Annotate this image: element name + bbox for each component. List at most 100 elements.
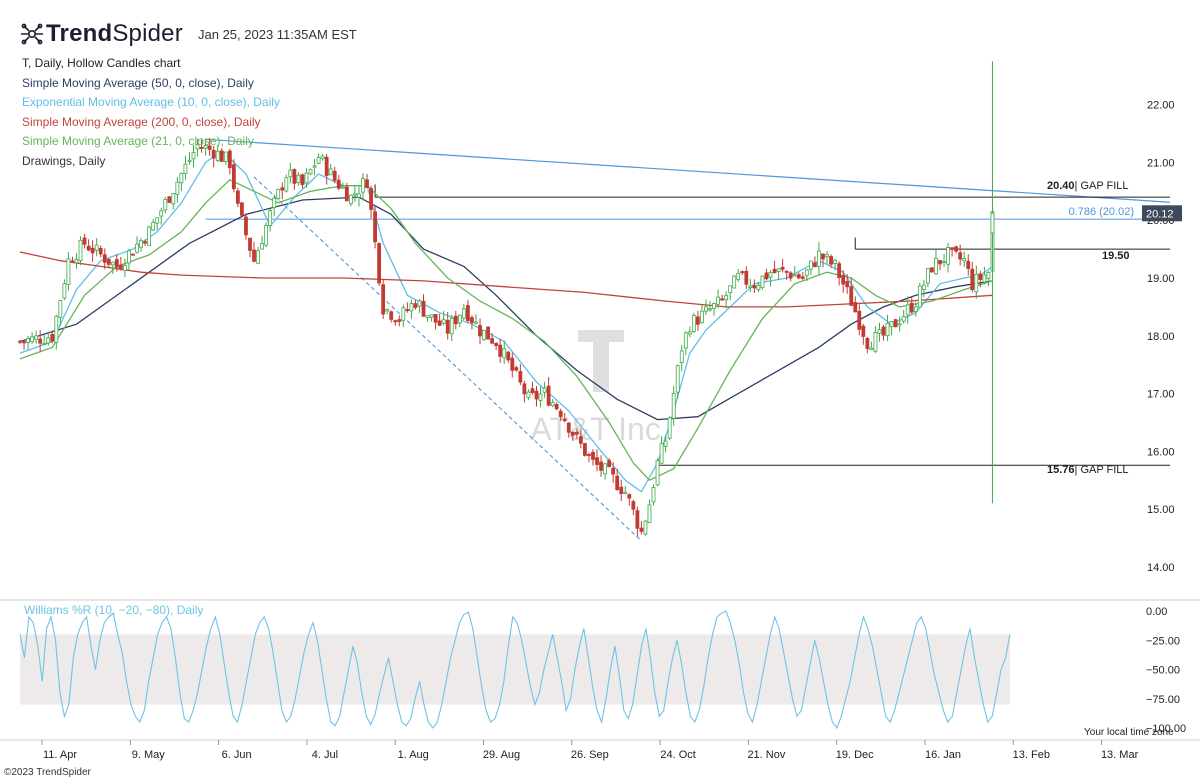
- candle-down: [837, 263, 842, 278]
- candle-down: [490, 338, 495, 344]
- candle-up: [889, 321, 894, 328]
- candle-up: [385, 308, 390, 312]
- price-tick-label: 22.00: [1147, 100, 1175, 112]
- price-tick-label: 18.00: [1147, 331, 1175, 343]
- candle-up: [183, 163, 188, 174]
- time-tick-label: 11. Apr: [43, 749, 77, 761]
- candle-down: [167, 196, 172, 203]
- legend-item-sma200[interactable]: Simple Moving Average (200, 0, close), D…: [22, 114, 261, 129]
- candle-down: [114, 259, 119, 268]
- candle-down: [591, 451, 595, 460]
- candle-up: [54, 315, 59, 343]
- candle-up: [203, 145, 208, 149]
- time-tick-label: 26. Sep: [571, 749, 609, 761]
- candle-up: [195, 143, 200, 150]
- candle-up: [276, 188, 281, 200]
- candle-up: [353, 193, 357, 196]
- candle-up: [679, 350, 684, 364]
- candle-down: [336, 179, 341, 189]
- price-tick-label: 17.00: [1147, 389, 1175, 401]
- legend-item-ema10[interactable]: Exponential Moving Average (10, 0, close…: [22, 95, 280, 110]
- candle-up: [429, 314, 434, 318]
- indicator-tick-label: −75.00: [1146, 694, 1180, 706]
- candle-up: [675, 365, 680, 393]
- candle-down: [38, 338, 43, 344]
- time-tick-label: 1. Aug: [398, 749, 429, 761]
- legend-item-sma21[interactable]: Simple Moving Average (21, 0, close), Da…: [22, 134, 254, 149]
- candle-up: [808, 260, 813, 270]
- candle-up: [264, 225, 269, 246]
- candle-down: [607, 460, 612, 468]
- trendspider-logo[interactable]: TrendSpider: [18, 20, 183, 48]
- candle-up: [736, 272, 741, 280]
- candle-down: [570, 431, 575, 436]
- oversold-overbought-band: [20, 634, 1010, 705]
- candle-up: [877, 329, 882, 334]
- candle-up: [312, 165, 317, 168]
- grid-layer: [0, 599, 1200, 741]
- candle-down: [445, 319, 450, 334]
- candle-up: [284, 177, 289, 192]
- time-tick-label: 19. Dec: [836, 749, 874, 761]
- candle-down: [118, 264, 123, 269]
- legend-item-chart[interactable]: T, Daily, Hollow Candles chart: [22, 56, 181, 70]
- candle-down: [510, 357, 515, 371]
- time-tick-label: 9. May: [132, 749, 166, 761]
- candle-down: [909, 302, 914, 313]
- candle-up: [712, 303, 716, 309]
- candle-up: [417, 300, 422, 307]
- candle-up: [42, 342, 47, 345]
- candle-down: [494, 342, 499, 346]
- candle-up: [990, 212, 995, 234]
- candle-down: [639, 527, 644, 532]
- legend-item-drawings[interactable]: Drawings, Daily: [22, 153, 106, 168]
- candle-down: [498, 344, 503, 357]
- indicator-tick-label: −25.00: [1146, 635, 1180, 647]
- candle-up: [623, 491, 628, 494]
- candle-down: [240, 202, 244, 216]
- candle-up: [62, 283, 67, 299]
- candle-up: [691, 315, 696, 332]
- candle-up: [683, 332, 688, 349]
- candle-up: [110, 261, 115, 266]
- candle-up: [26, 338, 30, 343]
- candle-down: [369, 188, 373, 210]
- candle-up: [901, 316, 906, 322]
- candle-down: [98, 247, 103, 255]
- trendline-dashed: [253, 176, 642, 542]
- candle-up: [34, 335, 39, 340]
- gap-level-label: 15.76| GAP FILL: [1047, 464, 1129, 476]
- candle-down: [530, 388, 535, 393]
- legend-item-sma50[interactable]: Simple Moving Average (50, 0, close), Da…: [22, 75, 254, 90]
- candle-up: [817, 250, 821, 267]
- candle-down: [421, 300, 426, 317]
- candle-up: [538, 393, 543, 401]
- williams-r-label[interactable]: Williams %R (10, −20, −80), Daily: [24, 603, 204, 617]
- time-tick-label: 16. Jan: [925, 749, 961, 761]
- candle-down: [373, 211, 377, 243]
- candle-up: [982, 274, 987, 283]
- candle-down: [720, 298, 725, 301]
- candle-down: [796, 274, 801, 279]
- candle-up: [401, 307, 406, 321]
- candle-down: [954, 246, 959, 252]
- candle-down: [966, 260, 971, 269]
- candle-down: [627, 494, 632, 499]
- candle-down: [18, 340, 22, 343]
- price-tick-label: 19.00: [1147, 273, 1175, 285]
- gap-level-label: 19.50: [1102, 250, 1130, 262]
- candle-up: [127, 250, 131, 264]
- watermark-t-bar: [578, 330, 624, 342]
- candle-up: [825, 254, 829, 258]
- candle-down: [853, 302, 858, 313]
- price-tick-label: 14.00: [1147, 562, 1175, 574]
- candle-up: [135, 243, 139, 253]
- candle-up: [139, 240, 143, 248]
- candle-up: [457, 314, 462, 324]
- candle-up: [716, 296, 720, 305]
- candle-down: [752, 285, 757, 289]
- time-tick-label: 29. Aug: [483, 749, 520, 761]
- candle-down: [106, 258, 111, 265]
- price-axis: 22.0021.0020.0019.0018.0017.0016.0015.00…: [1142, 100, 1182, 574]
